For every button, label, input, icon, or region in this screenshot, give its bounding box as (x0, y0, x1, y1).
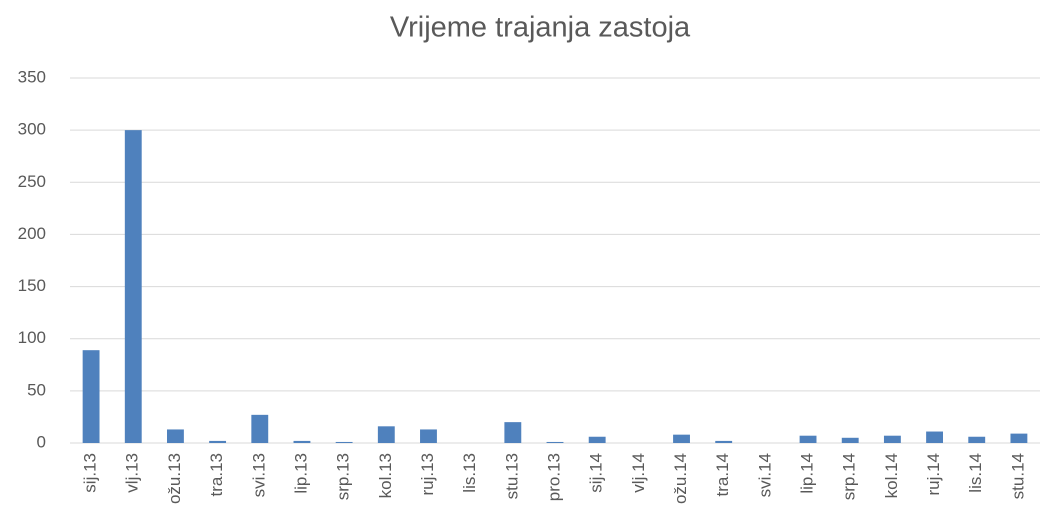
chart-title: Vrijeme trajanja zastoja (390, 12, 691, 44)
x-tick-label: ožu.13 (165, 453, 184, 504)
bar (968, 436, 986, 443)
y-tick-label: 100 (18, 328, 46, 347)
bar (1010, 433, 1028, 443)
bar (293, 440, 311, 443)
bar (124, 130, 142, 443)
bar (335, 441, 353, 443)
bar (546, 441, 564, 443)
x-tick-label: svi.14 (755, 453, 774, 497)
x-tick-label: stu.13 (502, 453, 521, 499)
x-tick-label: sij.14 (587, 453, 606, 493)
x-tick-label: ožu.14 (671, 453, 690, 504)
x-tick-label: svi.13 (249, 453, 268, 497)
y-tick-label: 350 (18, 67, 46, 86)
bar (167, 429, 184, 443)
x-tick-label: tra.13 (207, 453, 226, 496)
x-tick-label: vlj.14 (629, 453, 648, 493)
x-tick-label: kol.13 (376, 453, 395, 498)
y-tick-label: 250 (18, 172, 46, 191)
bar (588, 436, 606, 443)
x-tick-label: kol.14 (882, 453, 901, 498)
bar (926, 431, 943, 443)
bar (82, 350, 100, 443)
x-tick-label: ruj.14 (924, 453, 943, 496)
x-tick-label: sij.13 (81, 453, 100, 493)
x-tick-label: lis.13 (460, 453, 479, 493)
bar (209, 440, 227, 443)
bar (251, 414, 269, 443)
x-tick-label: srp.14 (840, 453, 859, 500)
bar (715, 440, 733, 443)
y-tick-label: 50 (27, 380, 46, 399)
bar (799, 435, 817, 443)
x-tick-label: vlj.13 (123, 453, 142, 493)
bar (673, 434, 690, 443)
bar (377, 426, 395, 443)
bar (841, 437, 859, 443)
x-tick-label: pro.13 (544, 453, 563, 501)
y-tick-label: 200 (18, 224, 46, 243)
bar (883, 435, 901, 443)
x-tick-label: lip.13 (291, 453, 310, 494)
x-tick-label: lis.14 (966, 453, 985, 493)
bar (504, 422, 522, 443)
x-tick-label: stu.14 (1008, 453, 1027, 499)
x-tick-label: lip.14 (798, 453, 817, 494)
y-tick-label: 150 (18, 276, 46, 295)
x-tick-label: tra.14 (713, 453, 732, 496)
x-tick-label: ruj.13 (418, 453, 437, 496)
x-tick-label: srp.13 (334, 453, 353, 500)
bar (420, 429, 437, 443)
y-tick-label: 300 (18, 120, 46, 139)
y-tick-label: 0 (37, 432, 46, 451)
